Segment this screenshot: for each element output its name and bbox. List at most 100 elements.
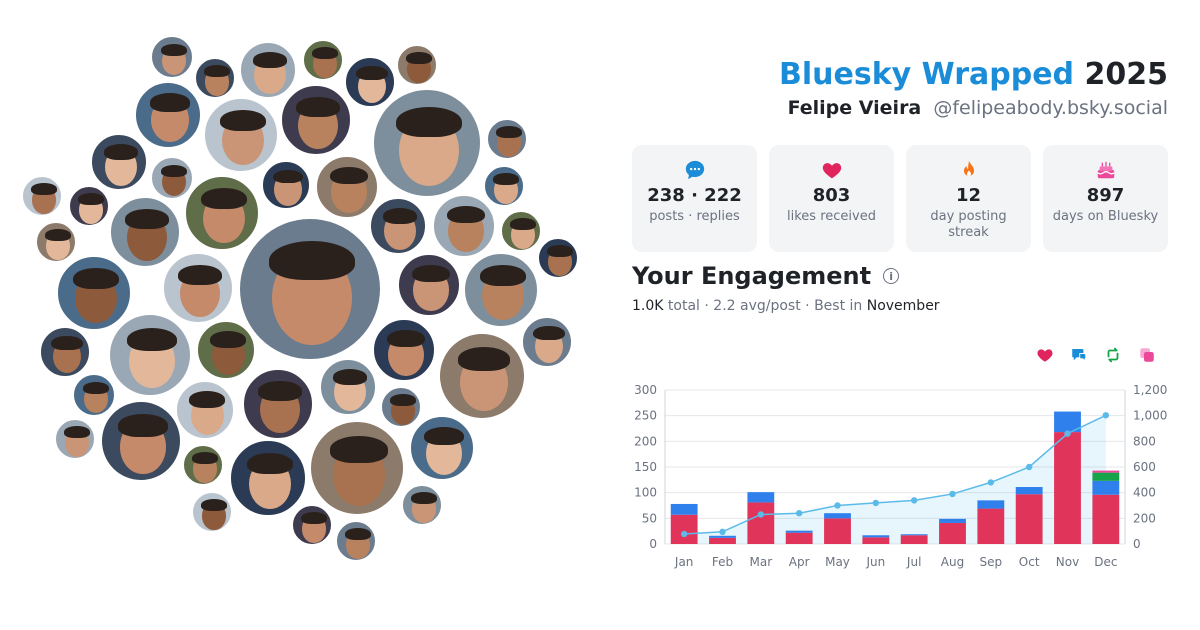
avatar [396,44,438,86]
bar-likes [785,532,813,544]
speech-bubble-icon [632,159,757,181]
avatar [315,155,379,219]
cake-icon [1043,159,1168,181]
bar-replies [670,503,698,515]
cumulative-point [987,479,995,486]
y-tick-right: 200 [1133,511,1156,525]
avatar [500,210,542,252]
avatar [90,133,148,191]
x-tick: Aug [941,555,964,569]
bar-replies [862,535,890,538]
avatar [109,196,181,268]
avatar [242,368,314,440]
avatar [229,439,307,517]
stat-label: day posting streak [930,209,1007,240]
avatar [182,444,224,486]
avatar [397,253,461,317]
stat-value: 803 [812,185,851,206]
y-tick-right: 1,000 [1133,409,1167,423]
avatar [194,57,236,99]
user-handle: @felipeabody.bsky.social [933,97,1168,119]
x-tick: Nov [1056,555,1079,569]
engagement-total-label: total [667,298,700,314]
avatar [463,252,539,328]
year-title: 2025 [1084,57,1169,92]
quote-icon[interactable] [1138,346,1156,364]
avatar [134,81,202,149]
y-tick-left: 50 [642,511,657,525]
page-title: Bluesky Wrapped 2025 [779,56,1168,94]
avatar [438,332,526,420]
avatar [483,165,525,207]
cumulative-point [910,497,918,504]
avatar [72,373,116,417]
avatar [150,156,194,200]
stat-value: 897 [1086,185,1125,206]
bar-likes [824,518,851,544]
x-tick: Jun [865,555,885,569]
avatar [35,221,77,263]
bar-replies [1015,487,1043,495]
cumulative-point [834,502,841,509]
y-tick-left: 250 [634,409,657,423]
avatar [291,504,333,546]
chart-legend [1036,346,1156,364]
stat-cards: 238 · 222 posts · replies 803 likes rece… [632,145,1168,252]
bar-likes [709,537,736,544]
info-icon[interactable]: i [883,268,900,284]
avatar [335,520,377,562]
avatar [162,252,234,324]
avatar [309,420,405,516]
y-tick-right: 400 [1133,486,1156,500]
bar-replies [900,534,928,536]
avatar [21,175,63,217]
x-tick: Dec [1094,555,1117,569]
bar-likes [670,514,698,544]
bar-likes [1054,432,1081,544]
cumulative-point [872,499,880,507]
heart-icon[interactable] [1036,346,1054,364]
reply-icon[interactable] [1070,346,1088,364]
x-tick: Mar [750,555,773,569]
cumulative-point [795,510,803,517]
stat-card-likes: 803 likes received [769,145,894,252]
y-tick-left: 0 [649,537,657,551]
brand-title: Bluesky Wrapped [779,57,1075,92]
bar-quotes [1092,470,1120,473]
stat-label: posts · replies [649,209,740,224]
cumulative-point [719,528,726,536]
cumulative-point [949,490,956,498]
bar-replies [977,500,1005,509]
avatar [150,35,194,79]
engagement-best-month: November [866,298,940,314]
bar-likes [862,537,890,544]
avatar [521,316,573,368]
avatar [409,415,475,481]
engagement-total: 1.0K [632,298,664,314]
bar-replies [709,535,736,538]
bar-replies [1092,480,1120,495]
avatar-cluster [21,35,579,562]
y-tick-left: 300 [634,383,657,397]
avatar [401,484,443,526]
repost-icon[interactable] [1104,346,1122,364]
display-name: Felipe Vieira [787,97,922,119]
cumulative-point [680,530,688,538]
y-tick-right: 1,200 [1133,383,1167,397]
stat-value: 12 [955,185,982,206]
engagement-chart: 0 50 100 150 200 250 300 0 200 400 600 800 1,000 1,20… [634,383,1167,569]
flame-icon [906,159,1031,181]
y-tick-left: 150 [634,460,657,474]
avatar [239,41,297,99]
avatar [196,320,256,380]
cumulative-point [757,511,765,518]
avatar [56,255,132,331]
stat-label: likes received [787,209,876,224]
x-tick: Apr [789,555,810,569]
bar-replies [1054,411,1081,433]
x-tick: May [825,555,850,569]
avatar [184,175,260,251]
avatar [280,84,352,156]
avatar [486,118,528,160]
bar-replies [747,492,775,503]
